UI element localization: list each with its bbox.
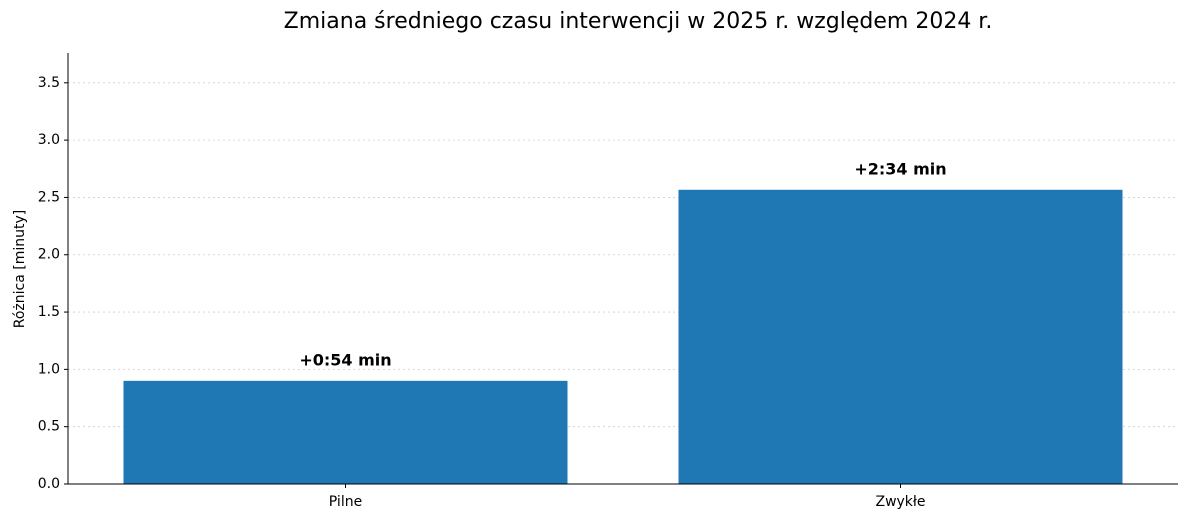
y-tick-label: 0.5	[38, 419, 60, 435]
y-tick-label: 3.0	[38, 132, 60, 148]
y-tick-label: 0.0	[38, 476, 60, 492]
value-label: +0:54 min	[299, 350, 391, 369]
y-axis-label: Różnica [minuty]	[12, 210, 28, 328]
y-tick-label: 1.5	[38, 304, 60, 320]
y-tick-label: 2.5	[38, 189, 60, 205]
y-tick-label: 2.0	[38, 247, 60, 263]
y-tick-label: 3.5	[38, 75, 60, 91]
chart-title: Zmiana średniego czasu interwencji w 202…	[284, 9, 993, 34]
x-tick-label: Pilne	[329, 494, 362, 510]
x-tick-label: Zwykłe	[875, 494, 925, 510]
value-label: +2:34 min	[854, 159, 946, 178]
bar	[678, 189, 1123, 484]
bar	[123, 380, 568, 484]
y-tick-label: 1.0	[38, 361, 60, 377]
